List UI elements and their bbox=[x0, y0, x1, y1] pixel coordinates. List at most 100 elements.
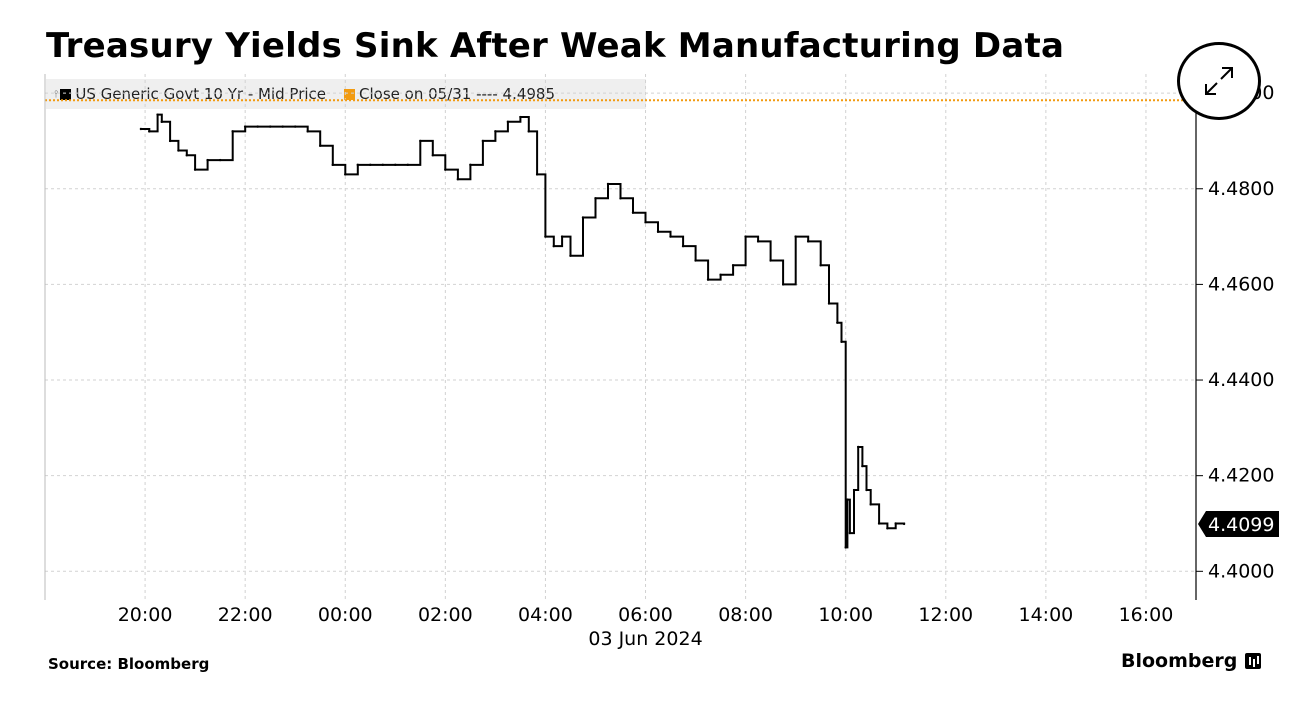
data-point bbox=[469, 163, 472, 167]
data-point bbox=[619, 197, 622, 200]
data-point bbox=[356, 163, 359, 167]
data-point bbox=[552, 244, 555, 248]
legend-series: ⫯ US Generic Govt 10 Yr - Mid Price bbox=[54, 85, 326, 103]
x-tick-label: 22:00 bbox=[218, 604, 273, 626]
data-point bbox=[894, 522, 897, 525]
y-tick-label: 4.4200 bbox=[1208, 465, 1274, 487]
data-point bbox=[631, 211, 635, 214]
y-tick-label: 4.4800 bbox=[1208, 178, 1274, 200]
data-point bbox=[544, 235, 547, 238]
last-value-tag bbox=[1198, 510, 1279, 537]
data-point bbox=[268, 125, 272, 128]
legend-close: Close on 05/31 ---- 4.4985 bbox=[344, 85, 555, 103]
legend: ⫯ US Generic Govt 10 Yr - Mid Price Clos… bbox=[46, 79, 646, 109]
data-point bbox=[369, 163, 372, 167]
brand-logo: Bloomberg bbox=[1121, 650, 1262, 672]
series-line bbox=[140, 113, 906, 549]
data-point bbox=[769, 259, 772, 262]
data-point bbox=[719, 273, 722, 277]
data-point bbox=[294, 125, 297, 128]
data-point bbox=[681, 244, 685, 248]
data-point bbox=[857, 445, 860, 449]
x-tick-label: 08:00 bbox=[718, 604, 773, 626]
bloomberg-terminal-icon bbox=[1245, 653, 1262, 669]
data-point bbox=[168, 139, 172, 143]
expand-icon bbox=[1205, 67, 1233, 95]
data-point bbox=[344, 173, 347, 176]
y-tick-label: 4.4600 bbox=[1208, 273, 1274, 295]
data-point bbox=[644, 221, 647, 224]
data-point bbox=[139, 127, 143, 131]
y-tick-label: 4.4400 bbox=[1208, 369, 1274, 391]
series-layer bbox=[139, 113, 906, 549]
data-point bbox=[819, 264, 822, 267]
data-point bbox=[519, 115, 522, 119]
data-point bbox=[656, 230, 660, 233]
data-point bbox=[177, 149, 180, 152]
data-point bbox=[527, 130, 530, 133]
data-point bbox=[431, 154, 435, 157]
data-point bbox=[256, 125, 259, 128]
x-tick-label: 04:00 bbox=[518, 604, 573, 626]
data-point bbox=[827, 302, 831, 305]
data-point bbox=[193, 168, 197, 171]
data-point bbox=[231, 130, 234, 133]
data-point bbox=[481, 139, 485, 143]
legend-close-swatch bbox=[344, 88, 356, 100]
legend-series-swatch bbox=[60, 88, 72, 100]
data-point bbox=[160, 120, 163, 124]
data-point bbox=[840, 340, 843, 343]
data-point bbox=[319, 144, 322, 147]
data-point bbox=[836, 321, 839, 324]
x-tick-label: 06:00 bbox=[618, 604, 673, 626]
data-point bbox=[148, 130, 151, 133]
chart-title: Treasury Yields Sink After Weak Manufact… bbox=[46, 26, 1065, 66]
data-point bbox=[406, 163, 410, 167]
source-note: Source: Bloomberg bbox=[48, 655, 210, 673]
data-point bbox=[506, 120, 510, 124]
data-point bbox=[444, 168, 447, 171]
data-point bbox=[494, 130, 497, 133]
data-point bbox=[218, 158, 222, 162]
brand-name: Bloomberg bbox=[1121, 650, 1238, 672]
expand-button[interactable] bbox=[1177, 42, 1261, 120]
data-point bbox=[869, 503, 872, 506]
chart-axes bbox=[44, 74, 1203, 600]
data-point bbox=[861, 464, 864, 468]
chart-grid bbox=[45, 74, 1196, 600]
data-point bbox=[156, 113, 159, 116]
data-point bbox=[848, 531, 852, 535]
legend-series-label: US Generic Govt 10 Yr - Mid Price bbox=[75, 85, 327, 103]
data-point bbox=[560, 235, 564, 238]
data-point bbox=[731, 264, 735, 267]
legend-close-label: Close on 05/31 ---- 4.4985 bbox=[359, 85, 556, 103]
data-point bbox=[594, 197, 597, 200]
data-point bbox=[877, 522, 881, 525]
data-point bbox=[865, 488, 868, 492]
data-point bbox=[394, 163, 397, 167]
data-point bbox=[852, 488, 856, 492]
x-tick-label: 12:00 bbox=[918, 604, 973, 626]
data-point bbox=[569, 254, 572, 257]
data-point bbox=[756, 240, 760, 243]
x-tick-label: 10:00 bbox=[818, 604, 873, 626]
data-point bbox=[419, 139, 422, 143]
x-date-label: 03 Jun 2024 bbox=[588, 628, 702, 650]
data-point bbox=[781, 283, 785, 286]
data-point bbox=[806, 240, 810, 243]
x-tick-label: 16:00 bbox=[1119, 604, 1174, 626]
data-point bbox=[902, 522, 906, 526]
data-point bbox=[281, 125, 284, 128]
data-point bbox=[581, 216, 585, 219]
x-tick-label: 02:00 bbox=[418, 604, 473, 626]
data-point bbox=[846, 498, 849, 501]
data-point bbox=[794, 235, 797, 238]
last-value-label: 4.4099 bbox=[1208, 514, 1274, 536]
x-tick-label: 20:00 bbox=[118, 604, 173, 626]
data-point bbox=[456, 178, 460, 181]
x-tick-label: 14:00 bbox=[1018, 604, 1073, 626]
axis-labels-layer: 4.40004.42004.44004.46004.48004.500020:0… bbox=[118, 82, 1279, 650]
data-point bbox=[535, 173, 539, 176]
data-point bbox=[844, 546, 847, 549]
